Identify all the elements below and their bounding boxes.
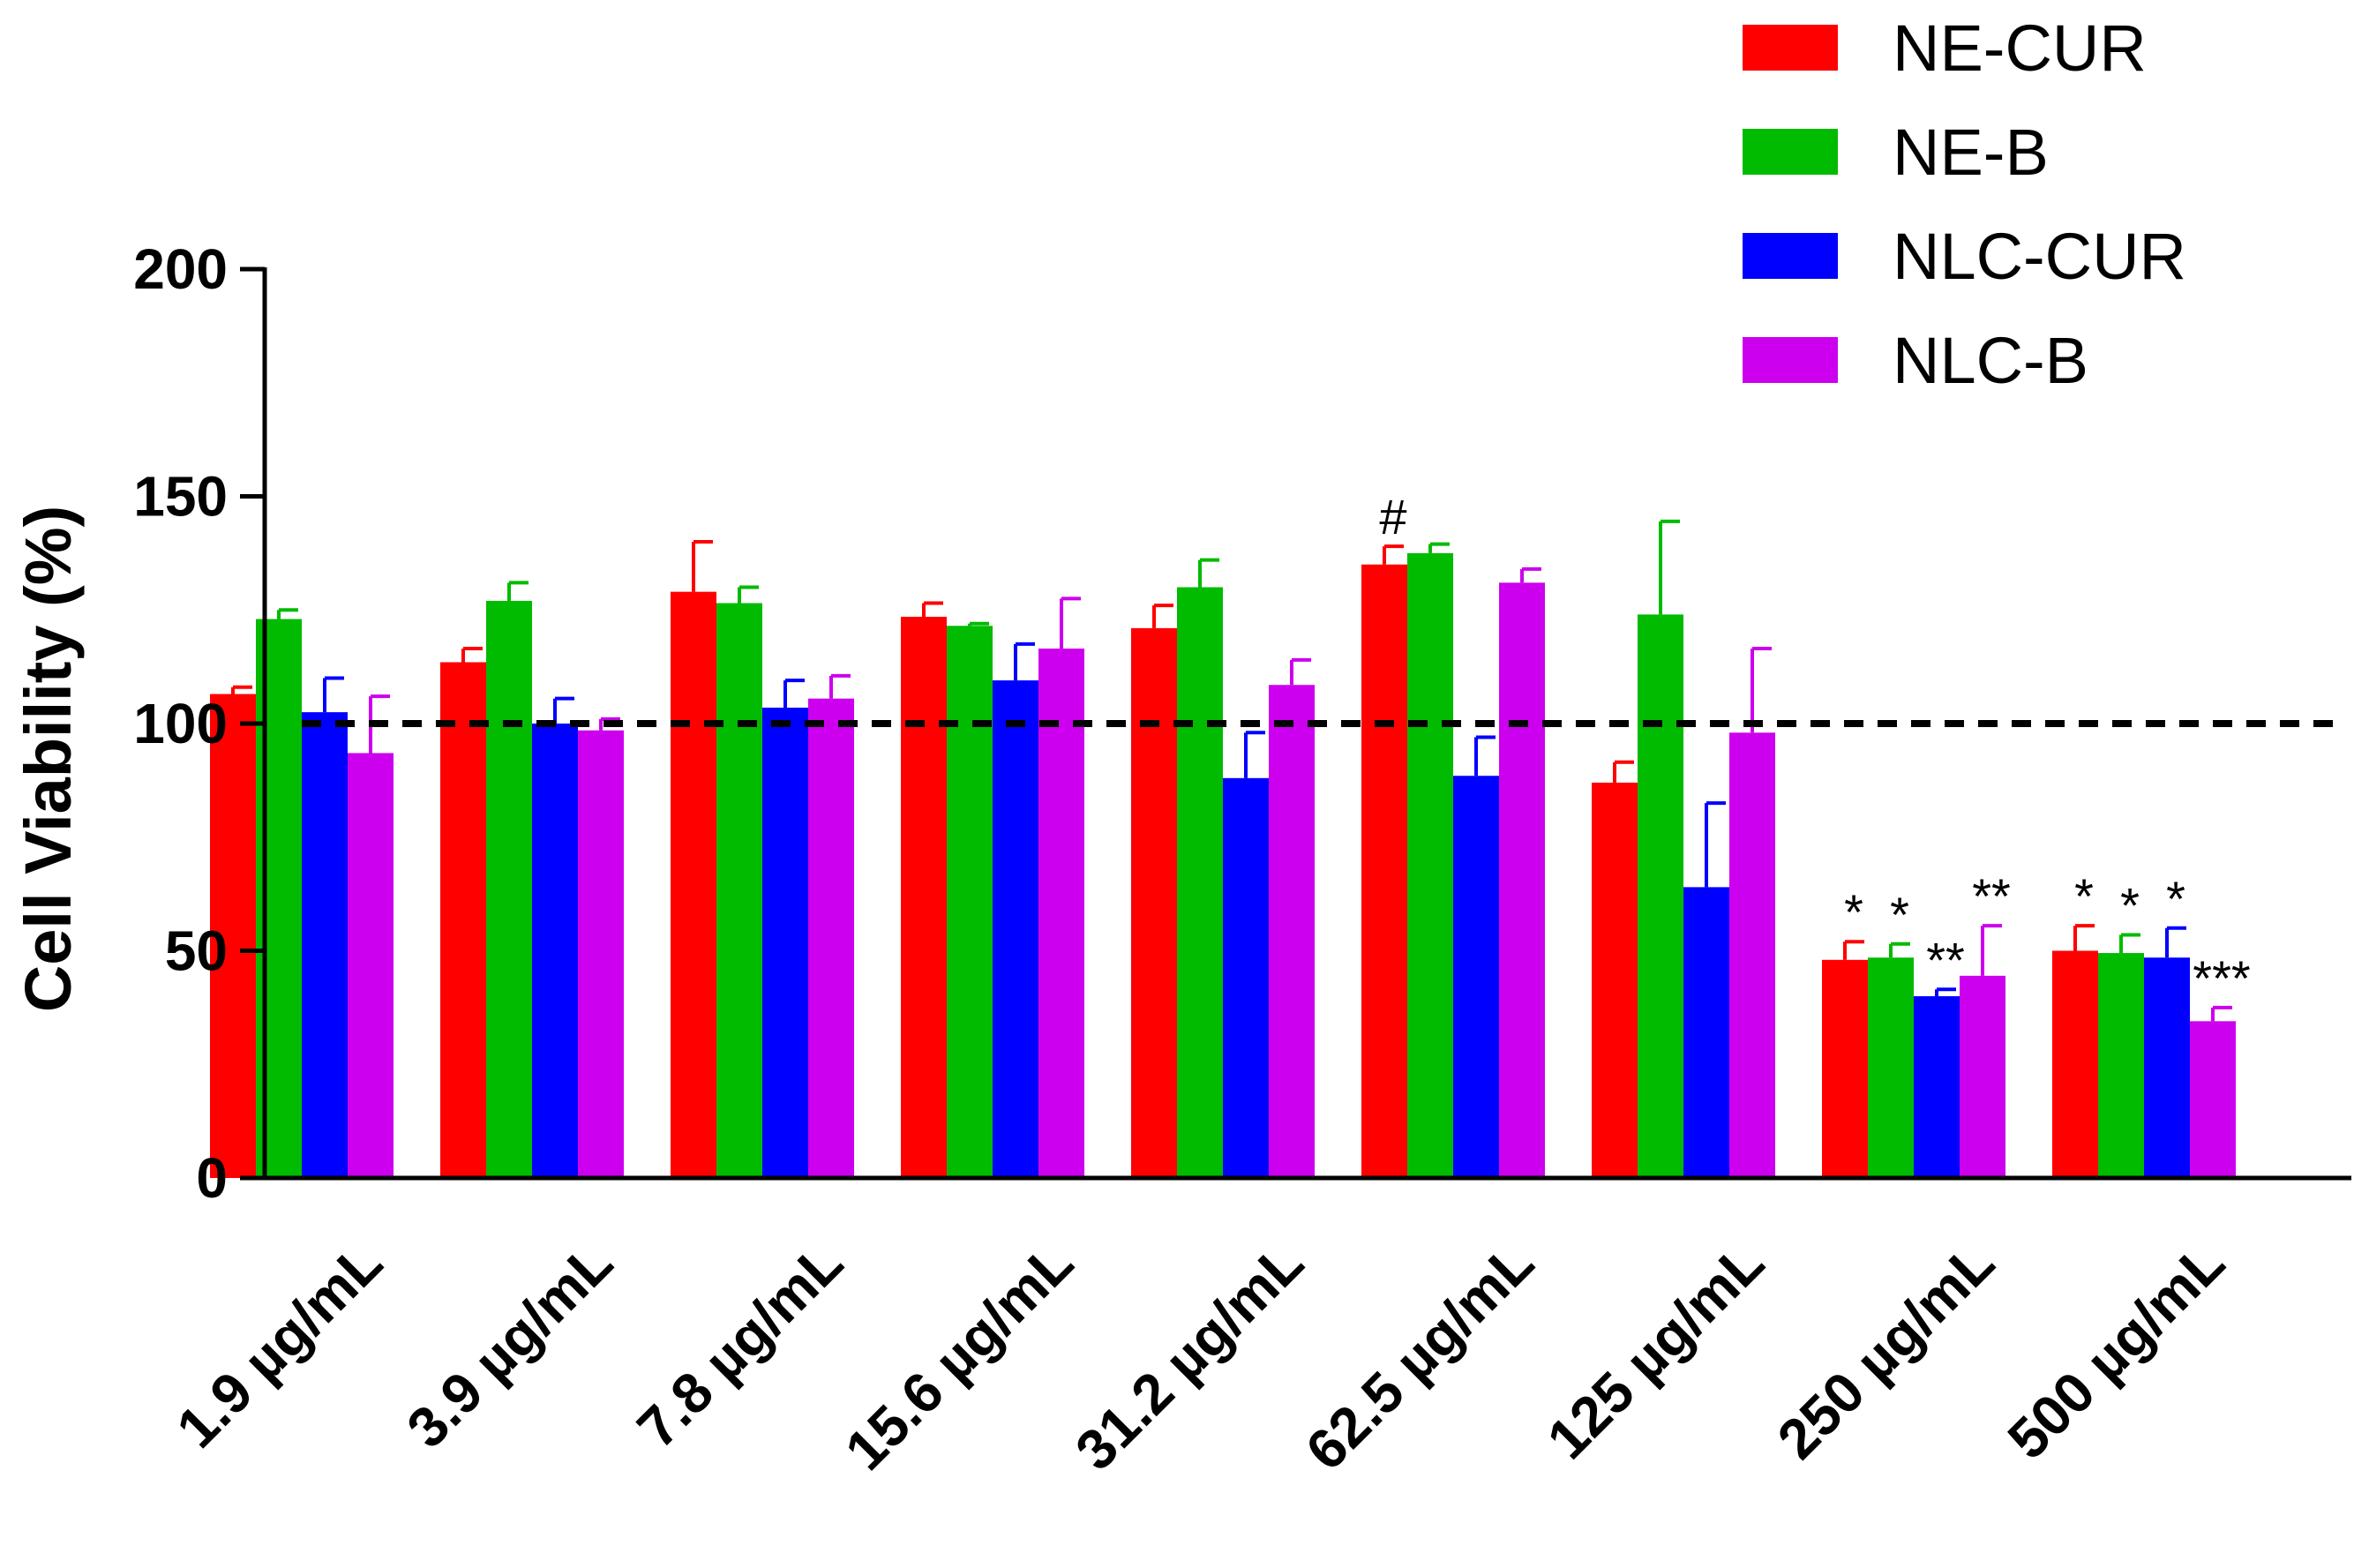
x-category-label: 7.8 µg/mL [625,1230,855,1460]
bar [210,694,256,1178]
bar [2190,1021,2236,1178]
significance-marker: ** [1926,932,1965,987]
y-tick-label: 50 [165,919,228,983]
bar [486,600,532,1178]
x-category-label: 1.9 µg/mL [164,1230,394,1460]
significance-marker: * [2074,868,2094,924]
bar [1729,732,1775,1178]
bar [1453,776,1499,1178]
x-category-label: 3.9 µg/mL [394,1230,625,1460]
legend-swatch [1743,233,1838,279]
x-category-label: 62.5 µg/mL [1293,1230,1546,1482]
bar [1683,887,1729,1178]
bar [1038,649,1084,1178]
bar [1269,685,1315,1178]
bar [947,626,993,1178]
legend-label: NE-CUR [1893,11,2147,85]
bar [578,730,624,1178]
bar [1223,777,1269,1178]
y-tick-label: 0 [196,1146,228,1210]
bar [532,724,578,1178]
legend-swatch [1743,129,1838,175]
significance-marker: * [2120,877,2140,933]
x-category-label: 125 µg/mL [1535,1230,1776,1471]
x-category-label: 500 µg/mL [1996,1230,2237,1471]
significance-marker: # [1379,489,1406,544]
bar [302,712,348,1178]
significance-marker: *** [2193,950,2250,1006]
y-axis-title: Cell Viability (%) [11,506,85,1012]
x-category-label: 31.2 µg/mL [1063,1230,1316,1482]
bar [1361,564,1407,1178]
bar [1177,587,1223,1178]
bar [348,753,394,1178]
bar [2098,953,2144,1178]
significance-marker: * [1890,887,1909,942]
legend-label: NE-B [1893,116,2049,189]
x-category-label: 250 µg/mL [1766,1230,2006,1471]
bar [671,591,716,1178]
legend-swatch [1743,25,1838,71]
y-tick-label: 100 [133,692,228,755]
bar [1960,975,2005,1178]
bar [1407,552,1453,1178]
bars-layer [210,552,2236,1178]
legend-layer: NE-CUR NE-B NLC-CUR NLC-B [1743,11,2186,397]
bar [2052,950,2098,1178]
bar [808,698,854,1178]
y-tick-label: 200 [133,237,228,301]
bar [1131,627,1177,1178]
bar [762,707,808,1178]
annotations-layer: #* ***** * * **** [1379,489,2250,1006]
significance-marker: ** [1972,868,2011,924]
bar [1914,996,1960,1178]
bar [1868,957,1914,1178]
bar [1592,782,1638,1178]
bar [1499,582,1545,1178]
legend-swatch [1743,337,1838,383]
bar [2144,957,2190,1178]
legend-label: NLC-B [1893,324,2088,397]
bar [440,662,486,1178]
legend-label: NLC-CUR [1893,220,2186,293]
bar [1822,959,1868,1178]
bar [1638,614,1683,1178]
bar [993,680,1038,1178]
significance-marker: * [1844,884,1863,940]
x-category-label: 15.6 µg/mL [833,1230,1085,1482]
bar [901,616,947,1178]
significance-marker: * [2166,871,2185,927]
y-tick-label: 150 [133,465,228,529]
bar [716,603,762,1178]
